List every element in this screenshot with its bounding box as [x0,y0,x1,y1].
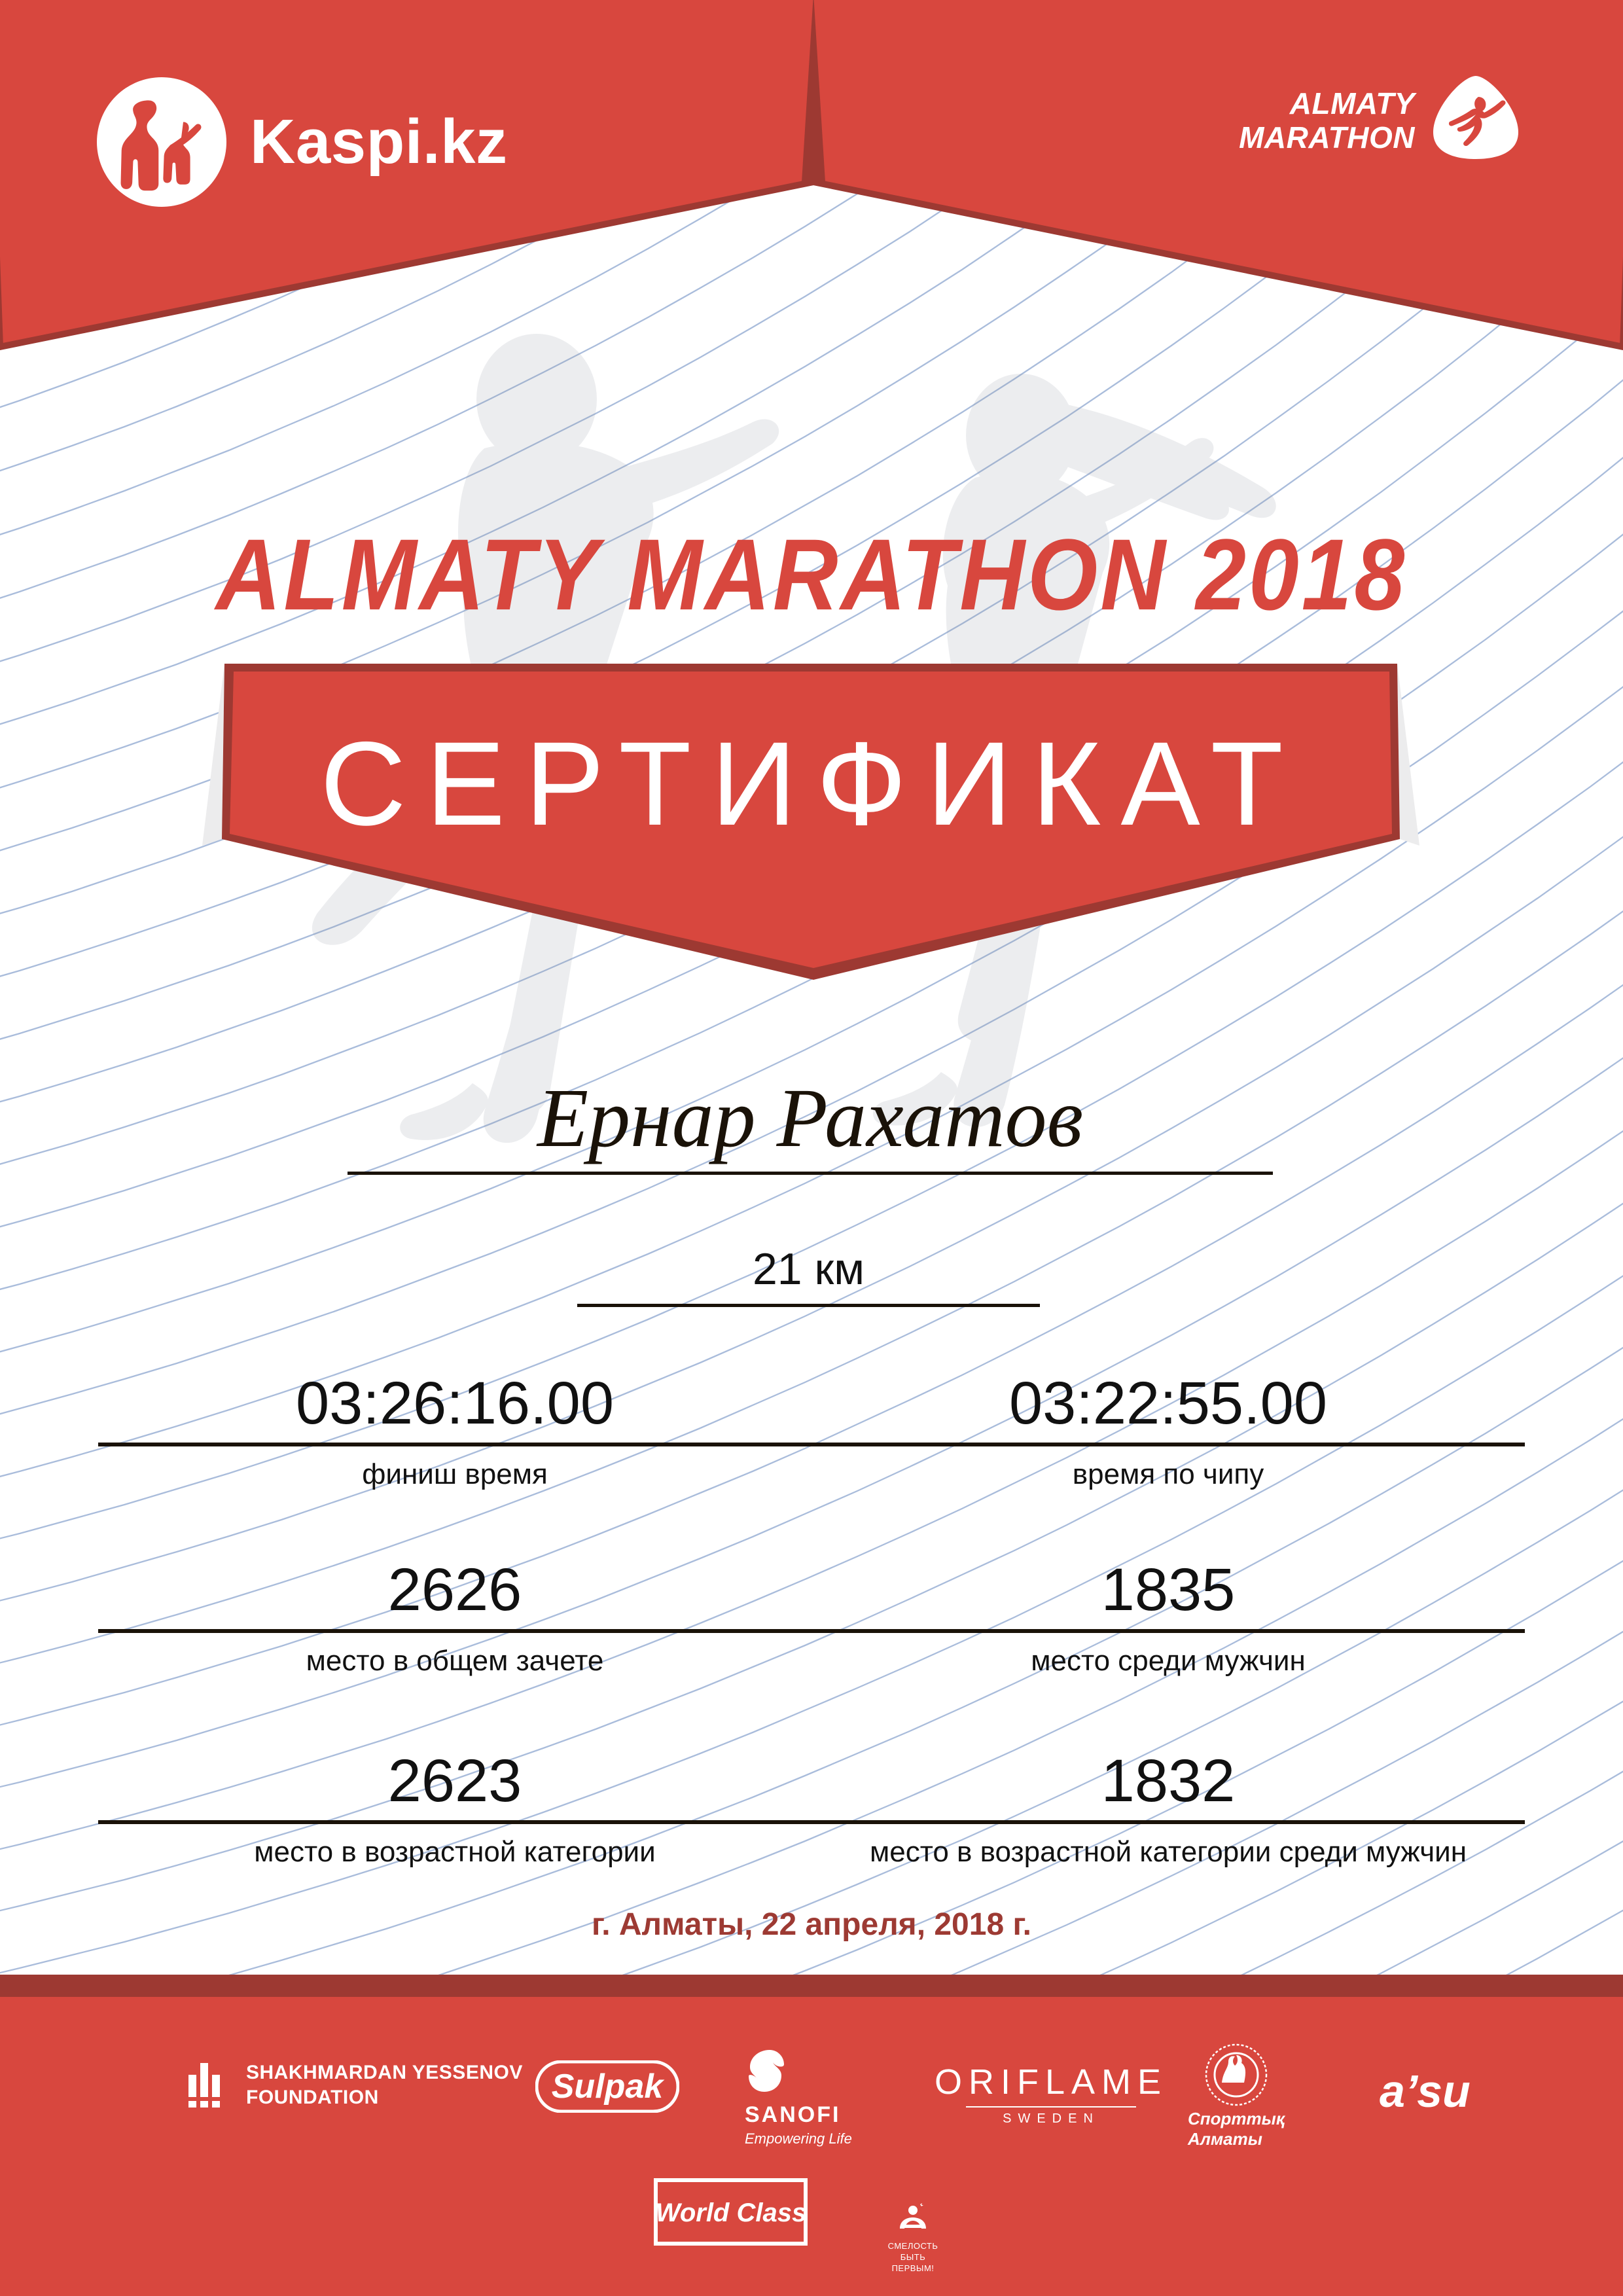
svg-text:Sulpak: Sulpak [552,2068,666,2106]
svg-text:World Class: World Class [656,2198,806,2227]
